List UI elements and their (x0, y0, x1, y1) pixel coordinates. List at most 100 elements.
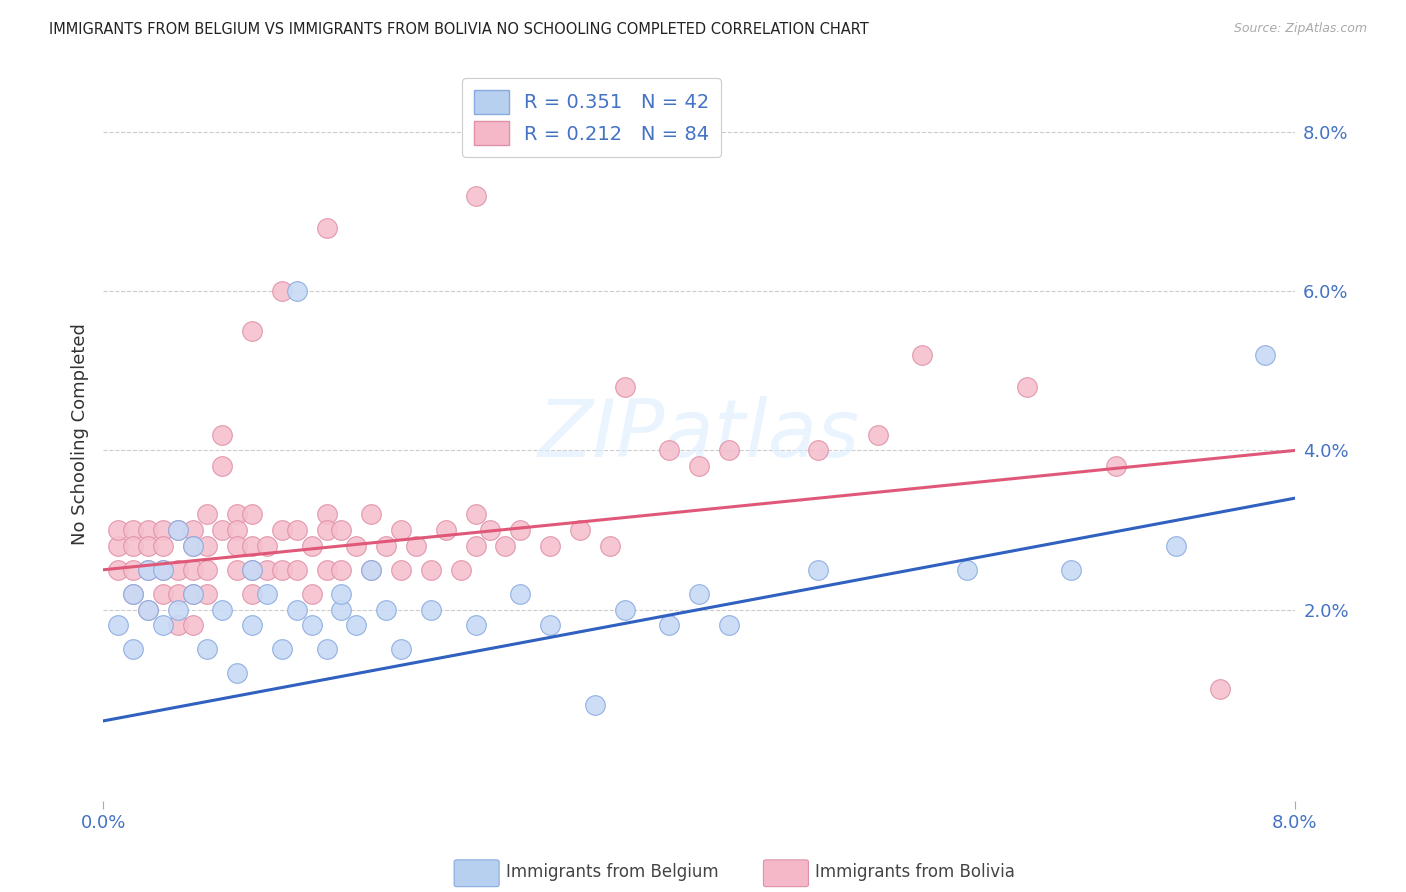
Point (538, 618, 561, 632)
Point (197, 563, 219, 577)
Point (285, 523, 308, 537)
Point (166, 602, 188, 616)
Point (360, 563, 382, 577)
Point (197, 507, 219, 521)
Point (330, 523, 353, 537)
Point (211, 459, 233, 474)
Point (136, 563, 159, 577)
Point (226, 666, 249, 681)
Point (911, 348, 934, 362)
Text: Immigrants from Bolivia: Immigrants from Bolivia (815, 863, 1015, 881)
Point (152, 563, 174, 577)
Point (315, 563, 337, 577)
Point (658, 618, 681, 632)
Point (136, 563, 159, 577)
Point (240, 587, 263, 601)
Point (211, 602, 233, 616)
Point (434, 523, 457, 537)
Point (419, 602, 441, 616)
Point (270, 285, 292, 299)
Point (450, 563, 472, 577)
Point (315, 220, 337, 235)
Point (136, 539, 159, 553)
Point (464, 507, 486, 521)
Point (956, 563, 979, 577)
Point (285, 602, 308, 616)
Point (509, 523, 531, 537)
Point (717, 443, 740, 458)
Point (464, 539, 486, 553)
Point (240, 563, 263, 577)
Point (494, 539, 516, 553)
Text: IMMIGRANTS FROM BELGIUM VS IMMIGRANTS FROM BOLIVIA NO SCHOOLING COMPLETED CORREL: IMMIGRANTS FROM BELGIUM VS IMMIGRANTS FR… (49, 22, 869, 37)
Point (1060, 563, 1083, 577)
Point (107, 539, 129, 553)
Point (583, 698, 606, 712)
Point (181, 587, 204, 601)
Point (122, 587, 145, 601)
Text: ZIPatlas: ZIPatlas (538, 395, 860, 474)
Point (226, 523, 249, 537)
Point (107, 618, 129, 632)
Point (240, 507, 263, 521)
Y-axis label: No Schooling Completed: No Schooling Completed (72, 324, 89, 545)
Point (181, 587, 204, 601)
Point (1254, 348, 1277, 362)
Point (807, 563, 830, 577)
Point (152, 523, 174, 537)
Point (107, 523, 129, 537)
Point (152, 618, 174, 632)
Point (301, 587, 323, 601)
Point (375, 539, 398, 553)
Point (375, 602, 398, 616)
Point (240, 539, 263, 553)
Point (226, 507, 249, 521)
Point (599, 539, 621, 553)
Point (285, 563, 308, 577)
Point (807, 443, 830, 458)
Point (122, 523, 145, 537)
Point (152, 539, 174, 553)
Point (152, 587, 174, 601)
Point (166, 618, 188, 632)
Point (240, 324, 263, 338)
Point (181, 539, 204, 553)
Point (285, 285, 308, 299)
Point (152, 563, 174, 577)
Point (509, 587, 531, 601)
Point (256, 587, 278, 601)
Point (658, 443, 681, 458)
Point (122, 539, 145, 553)
Point (613, 602, 636, 616)
Point (389, 642, 412, 657)
Legend: R = 0.351   N = 42, R = 0.212   N = 84: R = 0.351 N = 42, R = 0.212 N = 84 (463, 78, 721, 157)
Point (181, 563, 204, 577)
Point (226, 539, 249, 553)
Point (197, 587, 219, 601)
Point (344, 618, 367, 632)
Point (1105, 459, 1128, 474)
Point (181, 618, 204, 632)
Point (688, 459, 710, 474)
Point (136, 602, 159, 616)
Point (1015, 380, 1038, 394)
Point (538, 539, 561, 553)
Point (181, 539, 204, 553)
Point (197, 539, 219, 553)
Point (479, 523, 502, 537)
Point (166, 523, 188, 537)
Point (613, 380, 636, 394)
Point (181, 523, 204, 537)
Point (688, 587, 710, 601)
Point (240, 563, 263, 577)
Text: Source: ZipAtlas.com: Source: ZipAtlas.com (1233, 22, 1367, 36)
Point (166, 563, 188, 577)
Point (330, 563, 353, 577)
Point (389, 563, 412, 577)
Point (1209, 682, 1232, 697)
Point (197, 642, 219, 657)
Point (330, 587, 353, 601)
Point (122, 587, 145, 601)
Point (315, 507, 337, 521)
Point (136, 523, 159, 537)
